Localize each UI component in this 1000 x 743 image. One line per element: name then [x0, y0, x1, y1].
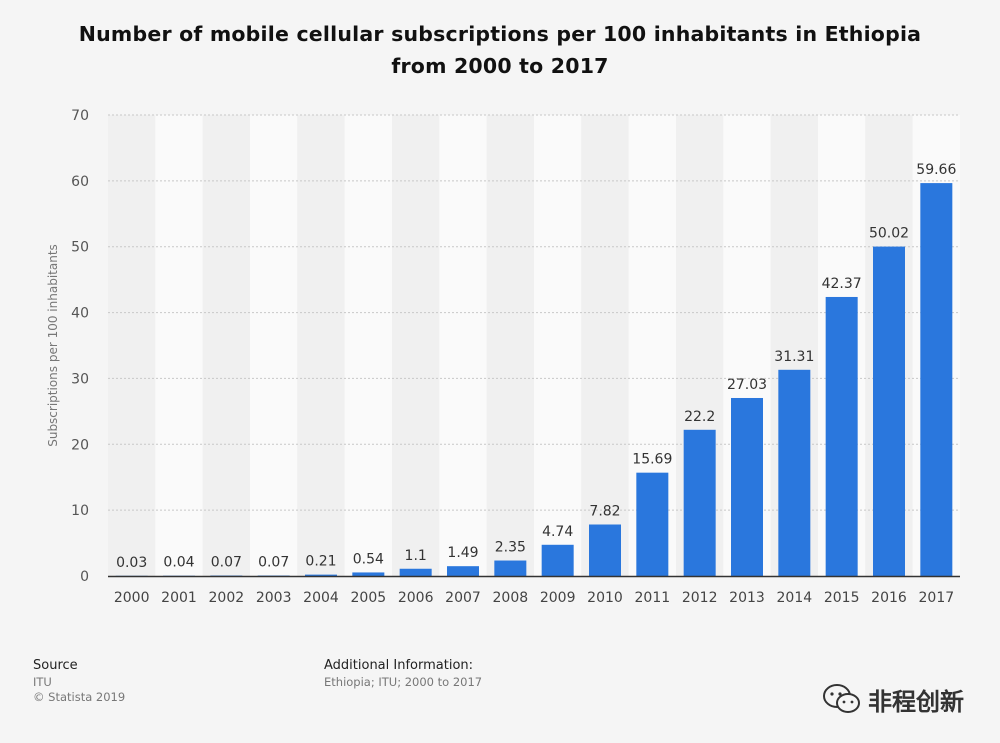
bar [825, 296, 858, 576]
x-tick-label: 2008 [493, 590, 529, 606]
chart-title: Number of mobile cellular subscriptions … [78, 22, 922, 78]
y-tick-label: 0 [80, 569, 89, 585]
data-label: 42.37 [822, 276, 862, 292]
watermark: 非程创新 [822, 682, 964, 716]
data-label: 7.82 [589, 503, 620, 519]
bar [589, 524, 621, 576]
bar [494, 560, 527, 576]
data-label: 4.74 [542, 524, 573, 540]
additional-info-value: Ethiopia; ITU; 2000 to 2017 [324, 675, 483, 689]
wechat-icon [823, 684, 860, 713]
y-tick-label: 20 [71, 437, 89, 453]
data-label: 27.03 [727, 377, 767, 393]
x-tick-label: 2000 [114, 590, 150, 606]
bar [399, 568, 432, 576]
copyright-text: © Statista 2019 [33, 690, 126, 704]
y-tick-label: 40 [71, 306, 89, 322]
x-tick-label: 2017 [919, 590, 955, 606]
y-tick-label: 70 [71, 108, 89, 124]
data-label: 15.69 [632, 452, 672, 468]
source-label: Source [33, 658, 78, 673]
value-labels: 0.03 0.04 0.07 0.07 0.21 0.54 1.1 1.49 2.35 4.74 7… [116, 162, 956, 571]
data-label: 1.49 [447, 545, 478, 561]
y-tick-label: 60 [71, 174, 89, 190]
bar [920, 183, 953, 576]
x-tick-label: 2015 [824, 590, 860, 606]
y-axis-label: Subscriptions per 100 inhabitants [46, 244, 60, 447]
data-label: 59.66 [916, 162, 956, 178]
y-tick-label: 50 [71, 240, 89, 256]
bar [731, 397, 763, 576]
column-band [534, 115, 582, 576]
data-label: 22.2 [684, 409, 715, 425]
column-band [344, 115, 392, 576]
bar [636, 472, 669, 576]
x-axis-ticks: 2000 2001 2002 2003 2004 2005 2006 2007 2008 2009… [114, 590, 954, 606]
x-tick-label: 2003 [256, 590, 292, 606]
data-label: 0.03 [116, 555, 147, 571]
bar [352, 572, 385, 576]
data-label: 0.21 [305, 554, 336, 570]
bars [115, 183, 953, 577]
column-band [581, 115, 629, 576]
data-label: 0.04 [163, 555, 194, 571]
data-label: 0.07 [258, 555, 289, 571]
data-label: 50.02 [869, 226, 909, 242]
data-label: 2.35 [495, 540, 526, 556]
column-band [155, 115, 203, 576]
source-value: ITU [33, 675, 52, 689]
bar [541, 544, 574, 576]
y-tick-label: 10 [71, 503, 89, 519]
x-tick-label: 2002 [209, 590, 245, 606]
data-label: 0.07 [211, 555, 242, 571]
column-band [297, 115, 345, 576]
bar [778, 369, 811, 576]
y-tick-label: 30 [71, 371, 89, 387]
gridlines [108, 114, 960, 511]
additional-info-label: Additional Information: [324, 658, 474, 673]
x-tick-label: 2001 [161, 590, 197, 606]
data-label: 1.1 [405, 548, 427, 564]
y-axis-ticks: 0 10 20 30 40 50 60 70 [71, 108, 89, 585]
column-band [439, 115, 487, 576]
watermark-text: 非程创新 [868, 687, 964, 716]
column-band [202, 115, 250, 576]
x-tick-label: 2014 [777, 590, 813, 606]
bar [683, 429, 716, 576]
bar [447, 566, 479, 576]
column-band [392, 115, 440, 576]
data-label: 0.54 [353, 551, 384, 567]
x-tick-label: 2007 [445, 590, 481, 606]
column-band [250, 115, 298, 576]
x-tick-label: 2016 [871, 590, 907, 606]
data-label: 31.31 [774, 349, 814, 365]
x-tick-label: 2010 [587, 590, 623, 606]
x-tick-label: 2005 [351, 590, 387, 606]
x-tick-label: 2004 [303, 590, 339, 606]
column-band [486, 115, 534, 576]
bar [873, 246, 905, 576]
x-tick-label: 2006 [398, 590, 434, 606]
x-tick-label: 2009 [540, 590, 576, 606]
x-tick-label: 2011 [635, 590, 671, 606]
x-tick-label: 2013 [729, 590, 765, 606]
x-tick-label: 2012 [682, 590, 718, 606]
column-band [108, 115, 156, 576]
bar [305, 574, 337, 576]
